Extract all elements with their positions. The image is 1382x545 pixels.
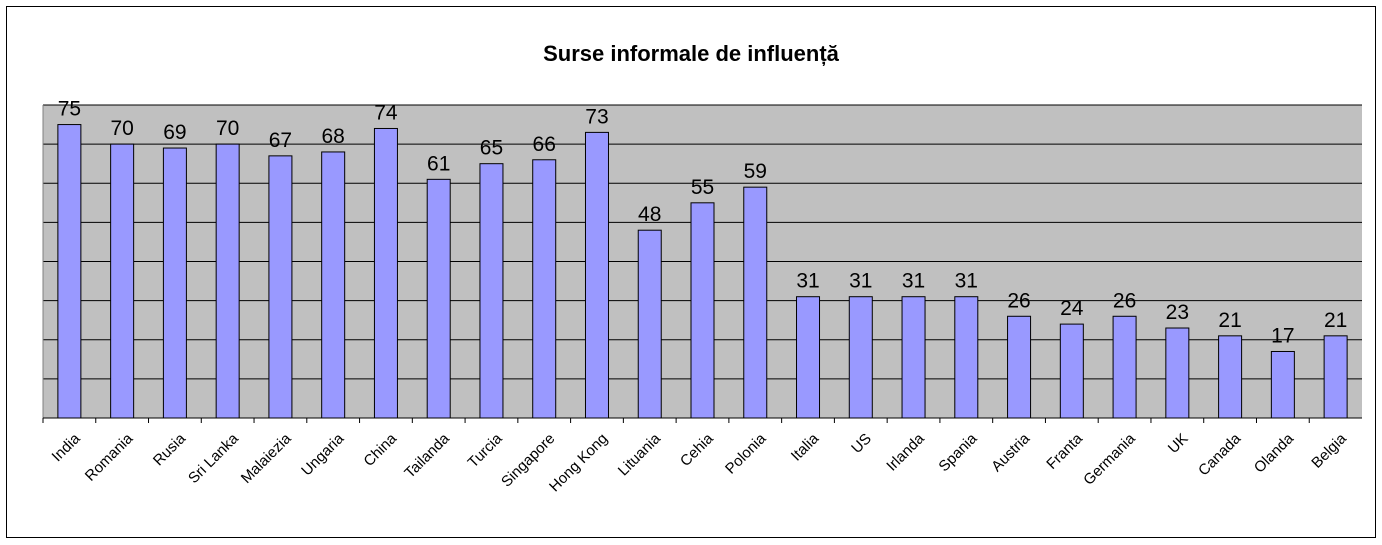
bar <box>954 296 979 419</box>
bar <box>1270 350 1295 419</box>
bar <box>426 178 451 419</box>
value-label: 24 <box>1060 297 1084 320</box>
value-label: 26 <box>1007 289 1030 312</box>
bar <box>1059 323 1084 419</box>
bar <box>637 229 662 419</box>
value-label: 68 <box>322 125 345 148</box>
chart-title: Surse informale de influență <box>543 41 840 66</box>
bar <box>532 159 557 419</box>
bar <box>1323 335 1348 419</box>
value-label: 70 <box>216 117 239 140</box>
bar <box>268 155 293 419</box>
value-label: 69 <box>163 121 186 144</box>
value-label: 23 <box>1166 301 1189 324</box>
bar <box>584 131 609 419</box>
bar <box>1007 315 1032 419</box>
bar <box>1112 315 1137 419</box>
bar <box>1218 335 1243 419</box>
value-label: 55 <box>691 176 714 199</box>
bar <box>57 124 82 419</box>
bar <box>479 163 504 419</box>
value-label: 66 <box>533 133 556 156</box>
value-label: 59 <box>744 160 767 183</box>
bar <box>110 143 135 419</box>
value-label: 65 <box>480 137 503 160</box>
bar <box>321 151 346 419</box>
value-label: 31 <box>902 270 925 293</box>
value-label: 26 <box>1113 289 1136 312</box>
bar <box>162 147 187 419</box>
value-label: 67 <box>269 129 292 152</box>
value-label: 73 <box>585 105 608 128</box>
value-label: 48 <box>638 203 661 226</box>
bar <box>215 143 240 419</box>
bar <box>373 127 398 419</box>
bar <box>690 202 715 419</box>
bar <box>743 186 768 419</box>
value-label: 31 <box>849 270 872 293</box>
value-label: 75 <box>58 98 81 121</box>
bar <box>1165 327 1190 419</box>
value-label: 74 <box>374 101 398 124</box>
bar <box>901 296 926 419</box>
value-label: 31 <box>796 270 819 293</box>
value-label: 31 <box>955 270 978 293</box>
value-label: 70 <box>110 117 133 140</box>
value-label: 21 <box>1324 309 1347 332</box>
value-label: 21 <box>1218 309 1241 332</box>
value-label: 61 <box>427 152 450 175</box>
bar <box>848 296 873 419</box>
value-label: 17 <box>1271 324 1294 347</box>
bar <box>796 296 821 419</box>
